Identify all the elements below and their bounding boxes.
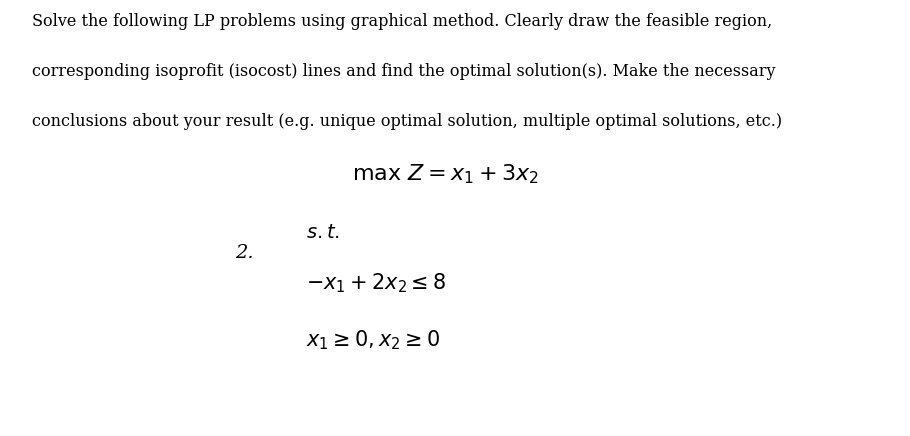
Text: $\mathrm{max}\ Z = x_1 + 3x_2$: $\mathrm{max}\ Z = x_1 + 3x_2$ [352,163,539,186]
Text: 2.: 2. [235,244,253,262]
Text: Solve the following LP problems using graphical method. Clearly draw the feasibl: Solve the following LP problems using gr… [32,13,772,30]
Text: conclusions about your result (e.g. unique optimal solution, multiple optimal so: conclusions about your result (e.g. uniq… [32,113,782,130]
Text: corresponding isoprofit (isocost) lines and find the optimal solution(s). Make t: corresponding isoprofit (isocost) lines … [32,63,775,80]
Text: $s.t.$: $s.t.$ [306,224,340,242]
Text: $x_1 \geq 0, x_2 \geq 0$: $x_1 \geq 0, x_2 \geq 0$ [306,328,440,352]
Text: $-x_1 + 2x_2 \leq 8$: $-x_1 + 2x_2 \leq 8$ [306,272,446,295]
